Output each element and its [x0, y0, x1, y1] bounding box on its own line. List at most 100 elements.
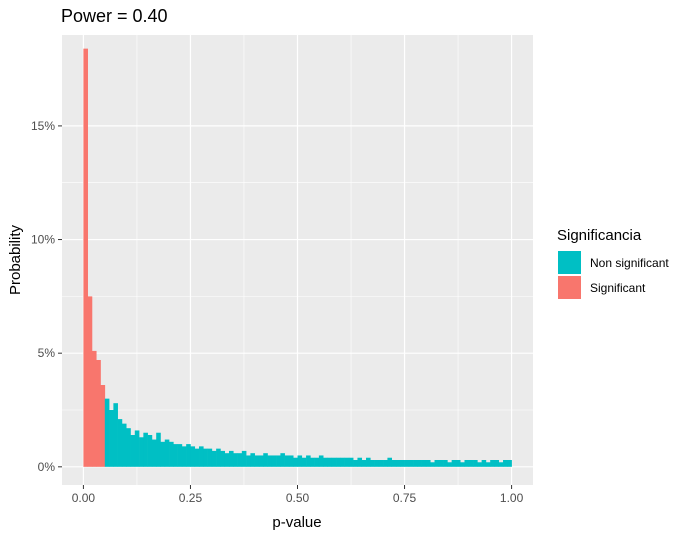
y-tick-label: 15% — [31, 119, 55, 133]
bar-non-significant — [263, 453, 268, 467]
bar-non-significant — [481, 460, 487, 467]
bar-non-significant — [404, 460, 410, 467]
bar-non-significant — [460, 462, 465, 467]
bar-non-significant — [117, 419, 123, 467]
legend-title: Significancia — [557, 227, 642, 244]
y-tick-label: 5% — [38, 346, 56, 360]
bar-non-significant — [228, 450, 234, 467]
bar-non-significant — [331, 457, 337, 467]
bar-non-significant — [494, 460, 500, 467]
bar-non-significant — [237, 453, 243, 467]
bar-non-significant — [276, 455, 281, 467]
x-axis: 0.00 0.25 0.50 0.75 1.00 — [72, 485, 524, 505]
bar-non-significant — [130, 435, 136, 467]
bar-non-significant — [267, 455, 273, 467]
bar-significant — [91, 350, 97, 467]
bar-non-significant — [177, 444, 183, 467]
x-axis-title: p-value — [272, 514, 321, 531]
bar-non-significant — [387, 457, 392, 467]
bar-non-significant — [181, 446, 187, 467]
bar-non-significant — [109, 410, 114, 467]
bar-non-significant — [151, 439, 157, 467]
bar-non-significant — [211, 450, 217, 467]
bar-non-significant — [224, 453, 230, 467]
bar-non-significant — [318, 455, 324, 467]
bar-non-significant — [378, 460, 384, 467]
bar-non-significant — [408, 460, 414, 467]
bar-non-significant — [383, 460, 388, 467]
x-tick-label: 0.75 — [393, 491, 417, 505]
bar-significant — [87, 296, 93, 467]
bar-non-significant — [190, 446, 196, 467]
bar-non-significant — [113, 403, 118, 467]
bar-non-significant — [503, 460, 508, 467]
histogram-bars — [83, 48, 512, 467]
bar-non-significant — [216, 448, 221, 467]
bar-non-significant — [498, 462, 504, 467]
x-tick-label: 0.25 — [179, 491, 203, 505]
bar-non-significant — [366, 457, 371, 467]
bar-non-significant — [293, 457, 298, 467]
bar-non-significant — [434, 460, 440, 467]
bar-non-significant — [314, 457, 320, 467]
bar-non-significant — [126, 428, 131, 467]
bar-non-significant — [391, 460, 397, 467]
bar-non-significant — [413, 460, 418, 467]
bar-significant — [100, 385, 106, 467]
bar-non-significant — [507, 460, 512, 467]
y-axis-title: Probability — [7, 224, 24, 295]
chart-title: Power = 0.40 — [61, 6, 168, 26]
bar-non-significant — [336, 457, 341, 467]
bar-non-significant — [348, 457, 354, 467]
bar-non-significant — [353, 460, 358, 467]
bar-non-significant — [477, 462, 482, 467]
bar-non-significant — [203, 448, 208, 467]
bar-non-significant — [447, 462, 452, 467]
bar-non-significant — [250, 453, 255, 467]
bar-non-significant — [473, 460, 478, 467]
bar-non-significant — [443, 460, 448, 467]
bar-non-significant — [134, 430, 140, 467]
x-tick-label: 0.50 — [286, 491, 310, 505]
bar-non-significant — [306, 455, 311, 467]
x-tick-label: 1.00 — [500, 491, 524, 505]
bar-non-significant — [199, 446, 204, 467]
bar-non-significant — [246, 455, 251, 467]
x-tick-label: 0.00 — [72, 491, 96, 505]
bar-non-significant — [288, 455, 294, 467]
legend-key-significant — [558, 276, 581, 299]
bar-non-significant — [139, 437, 144, 467]
bar-non-significant — [425, 460, 431, 467]
bar-non-significant — [169, 441, 174, 467]
bar-non-significant — [357, 457, 363, 467]
bar-non-significant — [280, 453, 285, 467]
bar-non-significant — [451, 460, 457, 467]
bar-non-significant — [241, 450, 247, 467]
bar-non-significant — [258, 455, 264, 467]
bar-non-significant — [310, 457, 315, 467]
bar-non-significant — [400, 460, 405, 467]
bar-non-significant — [468, 460, 474, 467]
legend-label-significant: Significant — [590, 281, 646, 295]
bar-non-significant — [455, 460, 461, 467]
bar-non-significant — [271, 455, 277, 467]
bar-non-significant — [485, 462, 491, 467]
legend-label-non-significant: Non significant — [590, 256, 669, 270]
bar-non-significant — [438, 460, 444, 467]
legend: Significancia Non significant Significan… — [557, 227, 669, 299]
y-tick-label: 10% — [31, 233, 55, 247]
bar-non-significant — [417, 460, 422, 467]
bar-non-significant — [207, 448, 213, 467]
y-axis: 0% 5% 10% 15% — [31, 119, 62, 474]
bar-non-significant — [490, 460, 495, 467]
bar-non-significant — [344, 457, 350, 467]
bar-non-significant — [147, 435, 153, 467]
legend-key-non-significant — [558, 251, 581, 274]
bar-significant — [96, 360, 101, 467]
bar-non-significant — [194, 448, 200, 467]
bar-non-significant — [121, 423, 127, 467]
bar-non-significant — [220, 450, 226, 467]
y-tick-label: 0% — [38, 460, 56, 474]
bar-non-significant — [370, 460, 375, 467]
bar-non-significant — [254, 455, 260, 467]
